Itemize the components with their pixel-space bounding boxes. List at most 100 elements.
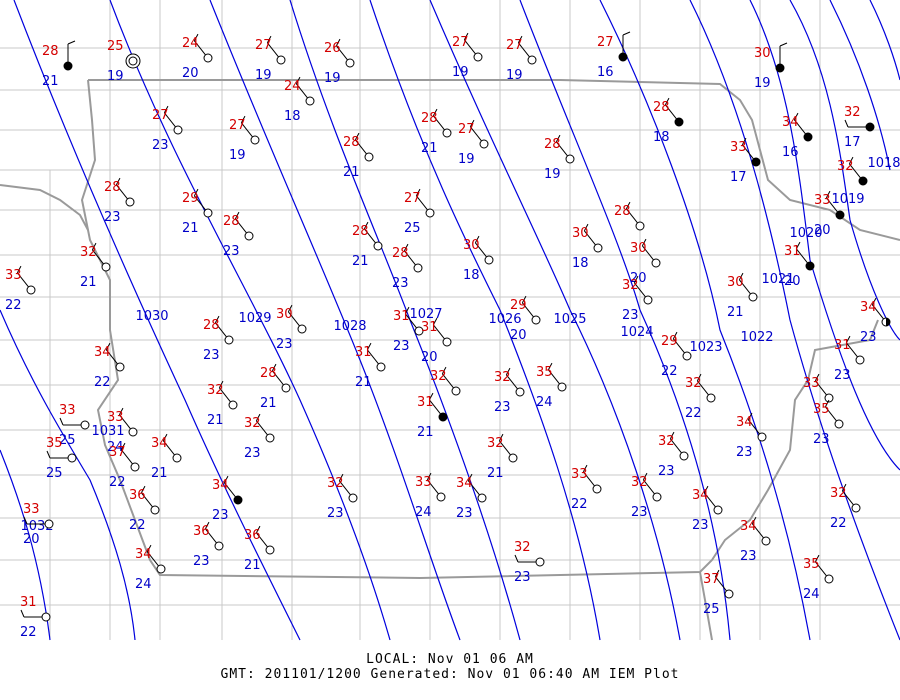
wind-barb-staff [432, 324, 445, 340]
station-plot: 26 19 [324, 38, 355, 86]
temperature-label: 36 [129, 488, 146, 503]
station-plot: 27 25 [404, 188, 435, 236]
dewpoint-label: 23 [860, 330, 877, 345]
station-plot: 27 16 [597, 31, 631, 80]
dewpoint-label: 22 [685, 406, 702, 421]
footer-gmt-generated: GMT: 201101/1200 Generated: Nov 01 06:40… [220, 667, 680, 682]
wind-barb-staff [841, 490, 854, 506]
temperature-label: 36 [193, 524, 210, 539]
sky-cover-symbol [228, 400, 238, 410]
dewpoint-label: 22 [661, 364, 678, 379]
sky-cover-symbol [250, 135, 260, 145]
station-plot: 27 23 [152, 105, 183, 153]
dewpoint-label: 20 [510, 328, 527, 343]
isobar-label: 1030 [135, 309, 168, 324]
station-plot: 30 21 [727, 272, 758, 320]
wind-barb-staff [105, 349, 118, 365]
wind-barb-feather [547, 362, 553, 371]
temperature-label: 30 [630, 241, 647, 256]
dewpoint-label: 18 [463, 268, 480, 283]
station-plot: 34 21 [151, 433, 182, 481]
sky-cover-symbol [803, 132, 813, 142]
station-plot: 32 23 [244, 413, 275, 461]
temperature-label: 30 [572, 226, 589, 241]
wind-barb-feather [140, 485, 146, 494]
wind-barb-feather [214, 315, 220, 324]
sky-cover-symbol [531, 315, 541, 325]
wind-barb-staff [583, 230, 596, 246]
sky-cover-symbol [805, 261, 815, 271]
station-plot: 31 23 [834, 335, 865, 383]
sky-cover-symbol [508, 453, 518, 463]
wind-barb-feather [23, 516, 28, 525]
wind-barb-staff [363, 228, 376, 244]
station-plots: 28 21 25 19 24 20 27 19 26 19 24 18 27 19 27 19 27 16 30 19… [5, 31, 891, 640]
dewpoint-label: 21 [260, 396, 277, 411]
temperature-label: 31 [784, 244, 801, 259]
sky-cover-symbol [345, 58, 355, 68]
temperature-label: 32 [207, 383, 224, 398]
station-plot: 33 [803, 373, 834, 403]
sky-cover-symbol [761, 536, 771, 546]
temperature-label: 28 [203, 318, 220, 333]
wind-barb-staff [223, 482, 236, 498]
wind-barb-staff [266, 42, 279, 58]
dewpoint-label: 19 [458, 152, 475, 167]
dewpoint-label: 21 [487, 466, 504, 481]
dewpoint-label: 25 [404, 221, 421, 236]
sky-cover-symbol [265, 433, 275, 443]
sky-cover-symbol [436, 492, 446, 502]
wind-barb-feather [469, 119, 475, 128]
station-plot: 31 21 [417, 392, 448, 440]
station-plot: 29 20 [510, 295, 541, 343]
sky-cover-symbol [451, 386, 461, 396]
sky-cover-symbol [775, 63, 785, 73]
wind-barb-feather [441, 366, 447, 375]
temperature-label: 27 [255, 38, 272, 53]
station-plot: 27 19 [229, 115, 260, 163]
wind-barb-feather [432, 317, 438, 326]
wind-barb-feather [696, 373, 702, 382]
station-plot: 31 20 [421, 317, 452, 365]
sky-cover-symbol [824, 393, 834, 403]
wind-barb-staff [641, 245, 654, 261]
temperature-label: 32 [837, 159, 854, 174]
sky-cover-symbol [706, 393, 716, 403]
wind-barb-feather [404, 306, 410, 315]
dewpoint-label: 22 [20, 625, 37, 640]
temperature-label: 33 [5, 268, 22, 283]
wind-barb-feather [46, 450, 51, 459]
wind-barb-staff [467, 480, 480, 496]
temperature-label: 30 [276, 307, 293, 322]
wind-barb-staff [115, 184, 128, 200]
station-plot: 29 21 [182, 188, 213, 236]
temperature-label: 31 [20, 595, 37, 610]
station-plot: 28 21 [421, 108, 452, 156]
sky-cover-symbol [364, 152, 374, 162]
wind-barb-feather [271, 363, 277, 372]
temperature-label: 32 [514, 540, 531, 555]
sky-cover-symbol [835, 210, 845, 220]
sky-cover-symbol [373, 241, 383, 251]
station-plot: 34 23 [860, 297, 891, 345]
dewpoint-label: 22 [94, 375, 111, 390]
station-plot: 32 23 [658, 431, 689, 479]
dewpoint-label: 21 [727, 305, 744, 320]
sky-cover-symbol [855, 355, 865, 365]
dewpoint-label: 21 [355, 375, 372, 390]
temperature-label: 32 [327, 476, 344, 491]
wind-barb-feather [363, 221, 369, 230]
station-plot: 33 24 [107, 407, 138, 455]
station-plot: 34 22 [94, 342, 125, 390]
sky-cover-symbol [67, 453, 77, 463]
wind-barb-staff [335, 45, 348, 61]
station-plot: 28 23 [392, 243, 423, 291]
sky-cover-symbol [297, 324, 307, 334]
wind-barb-staff [146, 551, 159, 567]
station-plot: 32 17 [844, 105, 875, 150]
wind-barb-feather [16, 265, 22, 274]
temperature-label: 32 [844, 105, 861, 120]
sky-cover-symbol [26, 285, 36, 295]
isobar-labels: 1030 1029 1028 1027 1026 1025 1024 1023 1022 1021… [20, 156, 900, 534]
wind-barb-feather [354, 132, 360, 141]
